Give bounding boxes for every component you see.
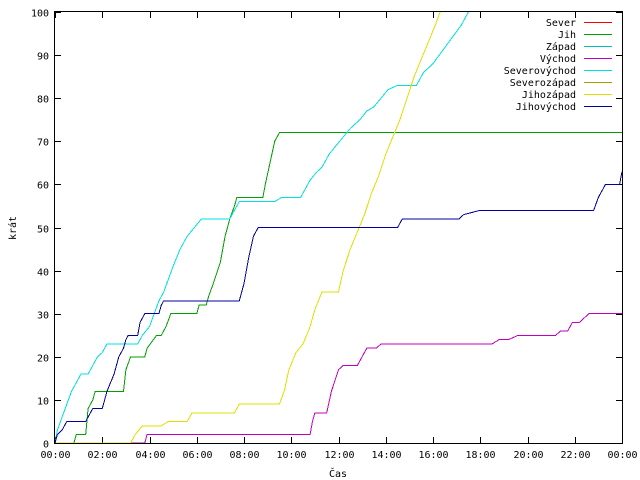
x-tick-label: 12:00 [324, 450, 354, 461]
x-tick-label: 06:00 [182, 450, 212, 461]
x-tick-label: 00:00 [607, 450, 637, 461]
y-tick-label: 50 [37, 225, 49, 236]
x-tick-label: 10:00 [276, 450, 306, 461]
x-tick-label: 20:00 [513, 450, 543, 461]
x-tick-label: 04:00 [135, 450, 165, 461]
series-lines [55, 12, 622, 443]
y-tick-label: 70 [37, 138, 49, 149]
plot-frame [54, 11, 623, 444]
legend-label: Západ [546, 41, 576, 53]
y-tick-label: 90 [37, 52, 49, 63]
legend: SeverJihZápadVýchodSeverovýchodSeverozáp… [504, 18, 612, 113]
series-line-1 [55, 132, 622, 443]
legend-label: Jihovýchod [516, 101, 576, 113]
series-line-6 [55, 12, 441, 443]
y-tick-label: 10 [37, 397, 49, 408]
x-tick-label: 14:00 [371, 450, 401, 461]
y-tick-label: 30 [37, 311, 49, 322]
x-tick-label: 22:00 [560, 450, 590, 461]
legend-label: Sever [546, 18, 576, 29]
x-tick-label: 16:00 [418, 450, 448, 461]
y-tick-label: 100 [31, 9, 49, 20]
x-tick-label: 02:00 [87, 450, 117, 461]
series-line-3 [55, 313, 622, 443]
x-tick-label: 00:00 [40, 450, 70, 461]
legend-label: Severovýchod [504, 65, 576, 77]
legend-label: Jih [558, 30, 576, 41]
x-tick-label: 18:00 [465, 450, 495, 461]
legend-label: Východ [540, 53, 576, 65]
legend-label: Severozápad [510, 77, 576, 89]
axis-ticks [55, 12, 623, 444]
y-tick-label: 80 [37, 95, 49, 106]
y-tick-label: 0 [43, 440, 49, 451]
series-line-4 [55, 12, 469, 443]
legend-label: Jihozápad [522, 89, 576, 101]
y-tick-label: 60 [37, 181, 49, 192]
y-tick-label: 40 [37, 268, 49, 279]
x-tick-label: 08:00 [229, 450, 259, 461]
y-axis-label: krát [7, 216, 19, 240]
y-tick-label: 20 [37, 354, 49, 365]
tick-labels: 0 10 20 30 40 50 60 70 80 90 100 00:00 02:00 04:00 06:… [31, 9, 638, 462]
series-line-7 [55, 171, 622, 443]
x-axis-label: Čas [329, 467, 347, 480]
